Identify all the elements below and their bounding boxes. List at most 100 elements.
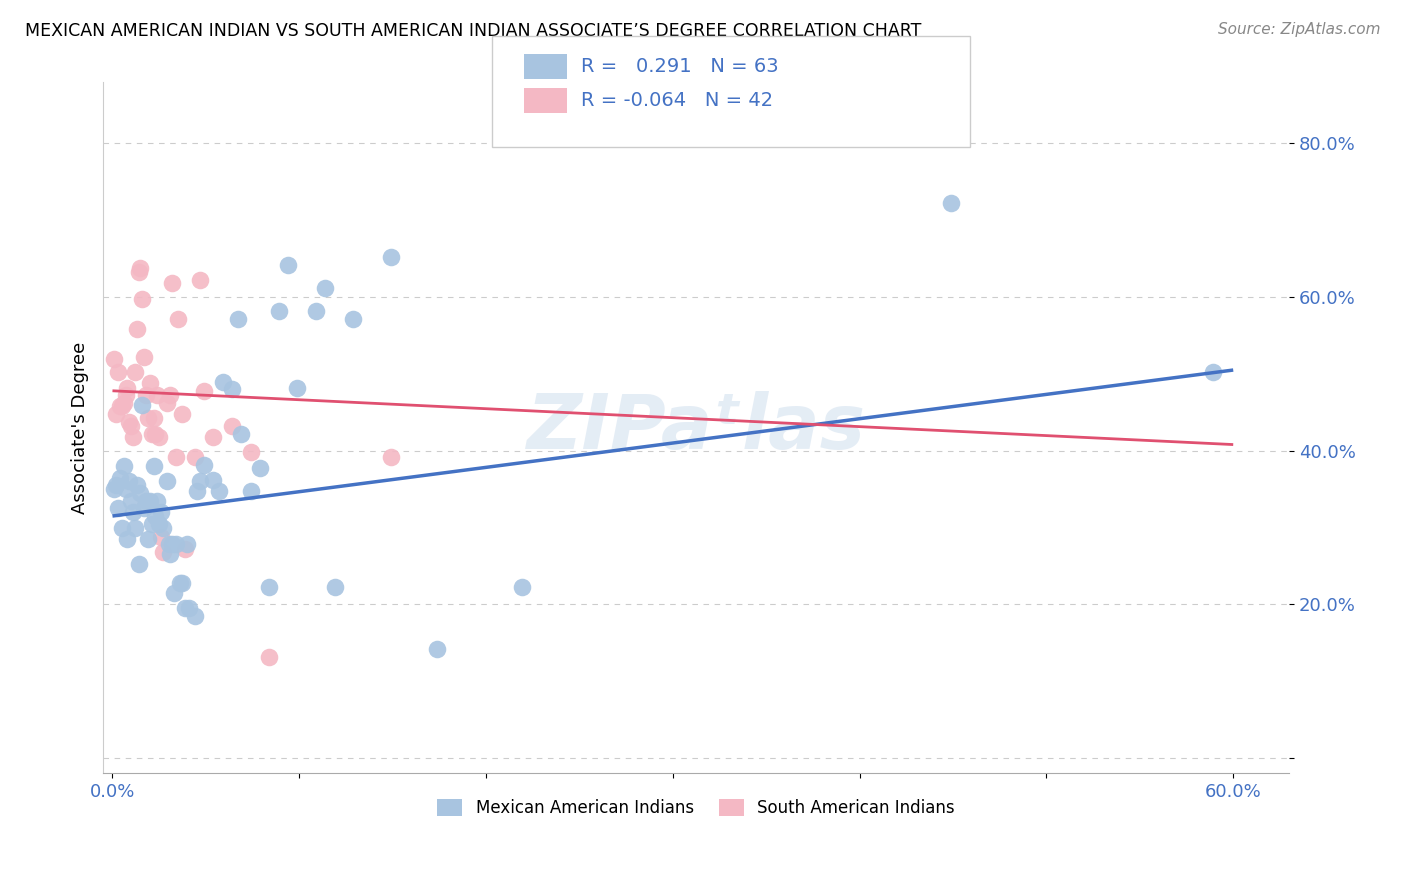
Point: [162, 537, 184, 551]
Point: [117, 532, 139, 546]
Point: [174, 601, 197, 615]
Point: [267, 304, 290, 318]
Point: [129, 260, 152, 275]
Point: [211, 375, 233, 389]
Point: [105, 407, 128, 421]
Text: R =   0.291   N = 63: R = 0.291 N = 63: [581, 57, 779, 77]
Point: [163, 586, 186, 600]
Point: [177, 601, 200, 615]
Point: [142, 411, 165, 425]
Point: [111, 520, 134, 534]
Point: [165, 537, 187, 551]
Point: [342, 311, 364, 326]
Point: [131, 398, 153, 412]
Point: [131, 292, 153, 306]
Point: [193, 384, 215, 398]
Point: [135, 493, 157, 508]
Point: [105, 478, 128, 492]
Point: [239, 445, 262, 459]
Point: [277, 258, 299, 272]
Point: [380, 250, 402, 264]
Point: [287, 381, 309, 395]
Point: [139, 493, 162, 508]
Point: [259, 581, 281, 595]
Point: [426, 642, 449, 657]
Point: [134, 350, 156, 364]
Point: [156, 396, 179, 410]
Point: [124, 520, 146, 534]
Point: [305, 304, 328, 318]
Point: [208, 483, 231, 498]
Point: [114, 388, 136, 402]
Point: [188, 475, 211, 489]
Point: [165, 450, 187, 464]
Point: [139, 376, 162, 390]
Point: [120, 419, 142, 434]
Point: [107, 365, 129, 379]
Point: [259, 649, 281, 664]
Point: [120, 493, 142, 508]
Point: [141, 426, 163, 441]
Point: [157, 537, 180, 551]
Point: [112, 459, 135, 474]
Text: Source: ZipAtlas.com: Source: ZipAtlas.com: [1218, 22, 1381, 37]
Point: [314, 281, 336, 295]
Point: [145, 426, 167, 441]
Legend: Mexican American Indians, South American Indians: Mexican American Indians, South American…: [430, 792, 962, 824]
Point: [136, 411, 159, 425]
Point: [202, 430, 225, 444]
Point: [122, 505, 145, 519]
Point: [156, 475, 179, 489]
Point: [202, 473, 225, 487]
Point: [159, 388, 181, 402]
Point: [166, 311, 188, 326]
Point: [188, 273, 211, 287]
Point: [125, 478, 148, 492]
Point: [103, 351, 125, 366]
Point: [108, 399, 131, 413]
Point: [176, 537, 198, 551]
Point: [134, 501, 156, 516]
Point: [111, 399, 134, 413]
Point: [510, 581, 533, 595]
Point: [169, 575, 191, 590]
Point: [129, 486, 152, 500]
Point: [136, 532, 159, 546]
Point: [148, 516, 170, 531]
Point: [170, 407, 193, 421]
Point: [112, 396, 135, 410]
Point: [135, 388, 157, 402]
Point: [226, 311, 249, 326]
Point: [103, 482, 125, 496]
Point: [941, 196, 963, 211]
Point: [183, 450, 205, 464]
Point: [117, 381, 139, 395]
Point: [118, 475, 141, 489]
Point: [221, 419, 243, 434]
Point: [114, 482, 136, 496]
Point: [145, 509, 167, 524]
Point: [108, 470, 131, 484]
Point: [125, 322, 148, 336]
Point: [148, 430, 170, 444]
Point: [142, 459, 165, 474]
Point: [231, 426, 253, 441]
Point: [183, 608, 205, 623]
Point: [1201, 365, 1223, 379]
Point: [146, 388, 169, 402]
Text: R = -0.064   N = 42: R = -0.064 N = 42: [581, 91, 773, 111]
Text: ZIPaᵗlas: ZIPaᵗlas: [527, 391, 866, 465]
Point: [150, 505, 173, 519]
Point: [174, 542, 197, 557]
Point: [146, 493, 169, 508]
Point: [380, 450, 402, 464]
Point: [249, 460, 271, 475]
Point: [107, 501, 129, 516]
Point: [193, 458, 215, 472]
Point: [124, 365, 146, 379]
Point: [221, 382, 243, 396]
Y-axis label: Associate's Degree: Associate's Degree: [72, 342, 89, 514]
Point: [118, 415, 141, 429]
Point: [323, 581, 346, 595]
Point: [141, 516, 163, 531]
